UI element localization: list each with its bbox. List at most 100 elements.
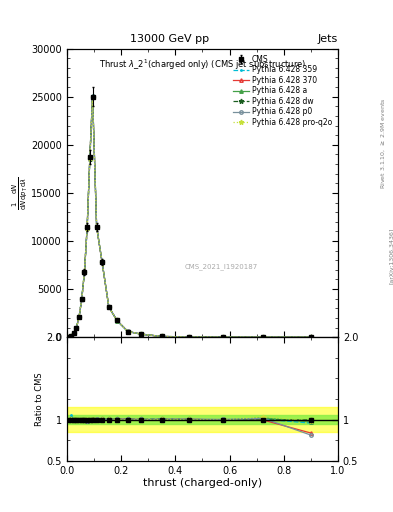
- Pythia 6.428 pro-q2o: [139, 331, 144, 337]
- Pythia 6.428 p0: [74, 325, 79, 331]
- Pythia 6.428 pro-q2o: [261, 334, 266, 340]
- Pythia 6.428 370: [71, 330, 76, 336]
- Pythia 6.428 a: [68, 333, 73, 339]
- Pythia 6.428 359: [125, 329, 130, 335]
- Pythia 6.428 p0: [107, 304, 111, 310]
- Pythia 6.428 dw: [77, 314, 81, 321]
- Pythia 6.428 370: [261, 334, 266, 340]
- Pythia 6.428 370: [90, 93, 95, 99]
- Pythia 6.428 pro-q2o: [115, 317, 119, 324]
- Pythia 6.428 a: [261, 334, 266, 340]
- Pythia 6.428 dw: [66, 334, 70, 340]
- Pythia 6.428 370: [74, 325, 79, 331]
- Pythia 6.428 pro-q2o: [77, 314, 81, 320]
- Pythia 6.428 a: [115, 317, 119, 324]
- Pythia 6.428 359: [79, 296, 84, 302]
- Pythia 6.428 dw: [220, 334, 225, 340]
- Pythia 6.428 359: [68, 333, 73, 339]
- Pythia 6.428 dw: [88, 156, 92, 162]
- Pythia 6.428 359: [74, 325, 79, 331]
- Pythia 6.428 359: [220, 334, 225, 340]
- Line: Pythia 6.428 p0: Pythia 6.428 p0: [66, 95, 312, 339]
- Pythia 6.428 pro-q2o: [160, 333, 164, 339]
- Line: Pythia 6.428 dw: Pythia 6.428 dw: [66, 95, 313, 339]
- Text: 13000 GeV pp: 13000 GeV pp: [130, 33, 209, 44]
- Pythia 6.428 p0: [220, 334, 225, 340]
- Pythia 6.428 pro-q2o: [90, 94, 95, 100]
- Pythia 6.428 359: [77, 314, 81, 320]
- Pythia 6.428 p0: [261, 334, 266, 340]
- Pythia 6.428 a: [160, 333, 164, 339]
- Pythia 6.428 359: [100, 259, 105, 265]
- Pythia 6.428 a: [125, 329, 130, 335]
- Pythia 6.428 370: [66, 334, 70, 340]
- Pythia 6.428 370: [160, 333, 164, 339]
- Pythia 6.428 370: [79, 296, 84, 303]
- Pythia 6.428 359: [94, 224, 99, 230]
- Pythia 6.428 pro-q2o: [82, 269, 87, 275]
- Pythia 6.428 359: [85, 224, 90, 230]
- Pythia 6.428 359: [66, 334, 70, 340]
- Pythia 6.428 dw: [309, 334, 313, 340]
- Pythia 6.428 dw: [107, 304, 111, 310]
- Pythia 6.428 p0: [309, 334, 313, 340]
- Pythia 6.428 pro-q2o: [94, 224, 99, 230]
- Pythia 6.428 p0: [85, 225, 90, 231]
- Pythia 6.428 dw: [74, 325, 79, 331]
- Pythia 6.428 a: [220, 334, 225, 340]
- Pythia 6.428 359: [160, 333, 164, 339]
- Text: CMS_2021_I1920187: CMS_2021_I1920187: [185, 263, 258, 270]
- Pythia 6.428 370: [68, 333, 73, 339]
- Pythia 6.428 p0: [115, 317, 119, 324]
- Pythia 6.428 a: [71, 330, 76, 336]
- Pythia 6.428 pro-q2o: [68, 333, 73, 339]
- Pythia 6.428 a: [85, 224, 90, 230]
- Pythia 6.428 a: [94, 224, 99, 230]
- Pythia 6.428 359: [82, 269, 87, 275]
- Pythia 6.428 359: [309, 334, 313, 340]
- Line: Pythia 6.428 pro-q2o: Pythia 6.428 pro-q2o: [66, 94, 313, 339]
- Pythia 6.428 p0: [71, 330, 76, 336]
- Pythia 6.428 359: [139, 331, 144, 337]
- Pythia 6.428 dw: [187, 334, 191, 340]
- Pythia 6.428 pro-q2o: [187, 334, 191, 340]
- Pythia 6.428 370: [100, 259, 105, 265]
- Pythia 6.428 pro-q2o: [85, 225, 90, 231]
- Pythia 6.428 a: [309, 334, 313, 340]
- Pythia 6.428 dw: [68, 333, 73, 339]
- Pythia 6.428 370: [85, 224, 90, 230]
- Pythia 6.428 p0: [187, 334, 191, 340]
- Pythia 6.428 370: [139, 331, 144, 337]
- Pythia 6.428 a: [82, 269, 87, 275]
- Text: Rivet 3.1.10, $\geq$ 2.9M events: Rivet 3.1.10, $\geq$ 2.9M events: [379, 98, 387, 189]
- Pythia 6.428 p0: [79, 296, 84, 303]
- Pythia 6.428 370: [187, 334, 191, 340]
- Text: Jets: Jets: [318, 33, 338, 44]
- Pythia 6.428 p0: [90, 94, 95, 100]
- Pythia 6.428 a: [90, 93, 95, 99]
- Pythia 6.428 370: [77, 314, 81, 321]
- Pythia 6.428 359: [107, 304, 111, 310]
- Pythia 6.428 p0: [125, 328, 130, 334]
- Pythia 6.428 370: [94, 224, 99, 230]
- Pythia 6.428 p0: [82, 269, 87, 275]
- Line: Pythia 6.428 370: Pythia 6.428 370: [66, 94, 312, 339]
- Pythia 6.428 dw: [100, 259, 105, 265]
- Pythia 6.428 a: [66, 334, 70, 340]
- Pythia 6.428 370: [107, 304, 111, 310]
- Y-axis label: $\frac{1}{\mathrm{d}N}\frac{\mathrm{d}N}{\mathrm{d}p_\mathrm{T}\,\mathrm{d}\lamb: $\frac{1}{\mathrm{d}N}\frac{\mathrm{d}N}…: [10, 176, 30, 210]
- Pythia 6.428 pro-q2o: [74, 325, 79, 331]
- Pythia 6.428 dw: [94, 224, 99, 230]
- Pythia 6.428 dw: [125, 328, 130, 334]
- Pythia 6.428 dw: [261, 334, 266, 340]
- Pythia 6.428 pro-q2o: [66, 334, 70, 340]
- Pythia 6.428 a: [88, 154, 92, 160]
- Pythia 6.428 pro-q2o: [100, 259, 105, 265]
- Pythia 6.428 dw: [90, 94, 95, 100]
- Line: Pythia 6.428 359: Pythia 6.428 359: [67, 94, 312, 338]
- Text: [arXiv:1306.3436]: [arXiv:1306.3436]: [389, 228, 393, 284]
- Pythia 6.428 a: [74, 325, 79, 331]
- Pythia 6.428 370: [82, 269, 87, 275]
- Pythia 6.428 a: [77, 314, 81, 321]
- Pythia 6.428 359: [71, 330, 76, 336]
